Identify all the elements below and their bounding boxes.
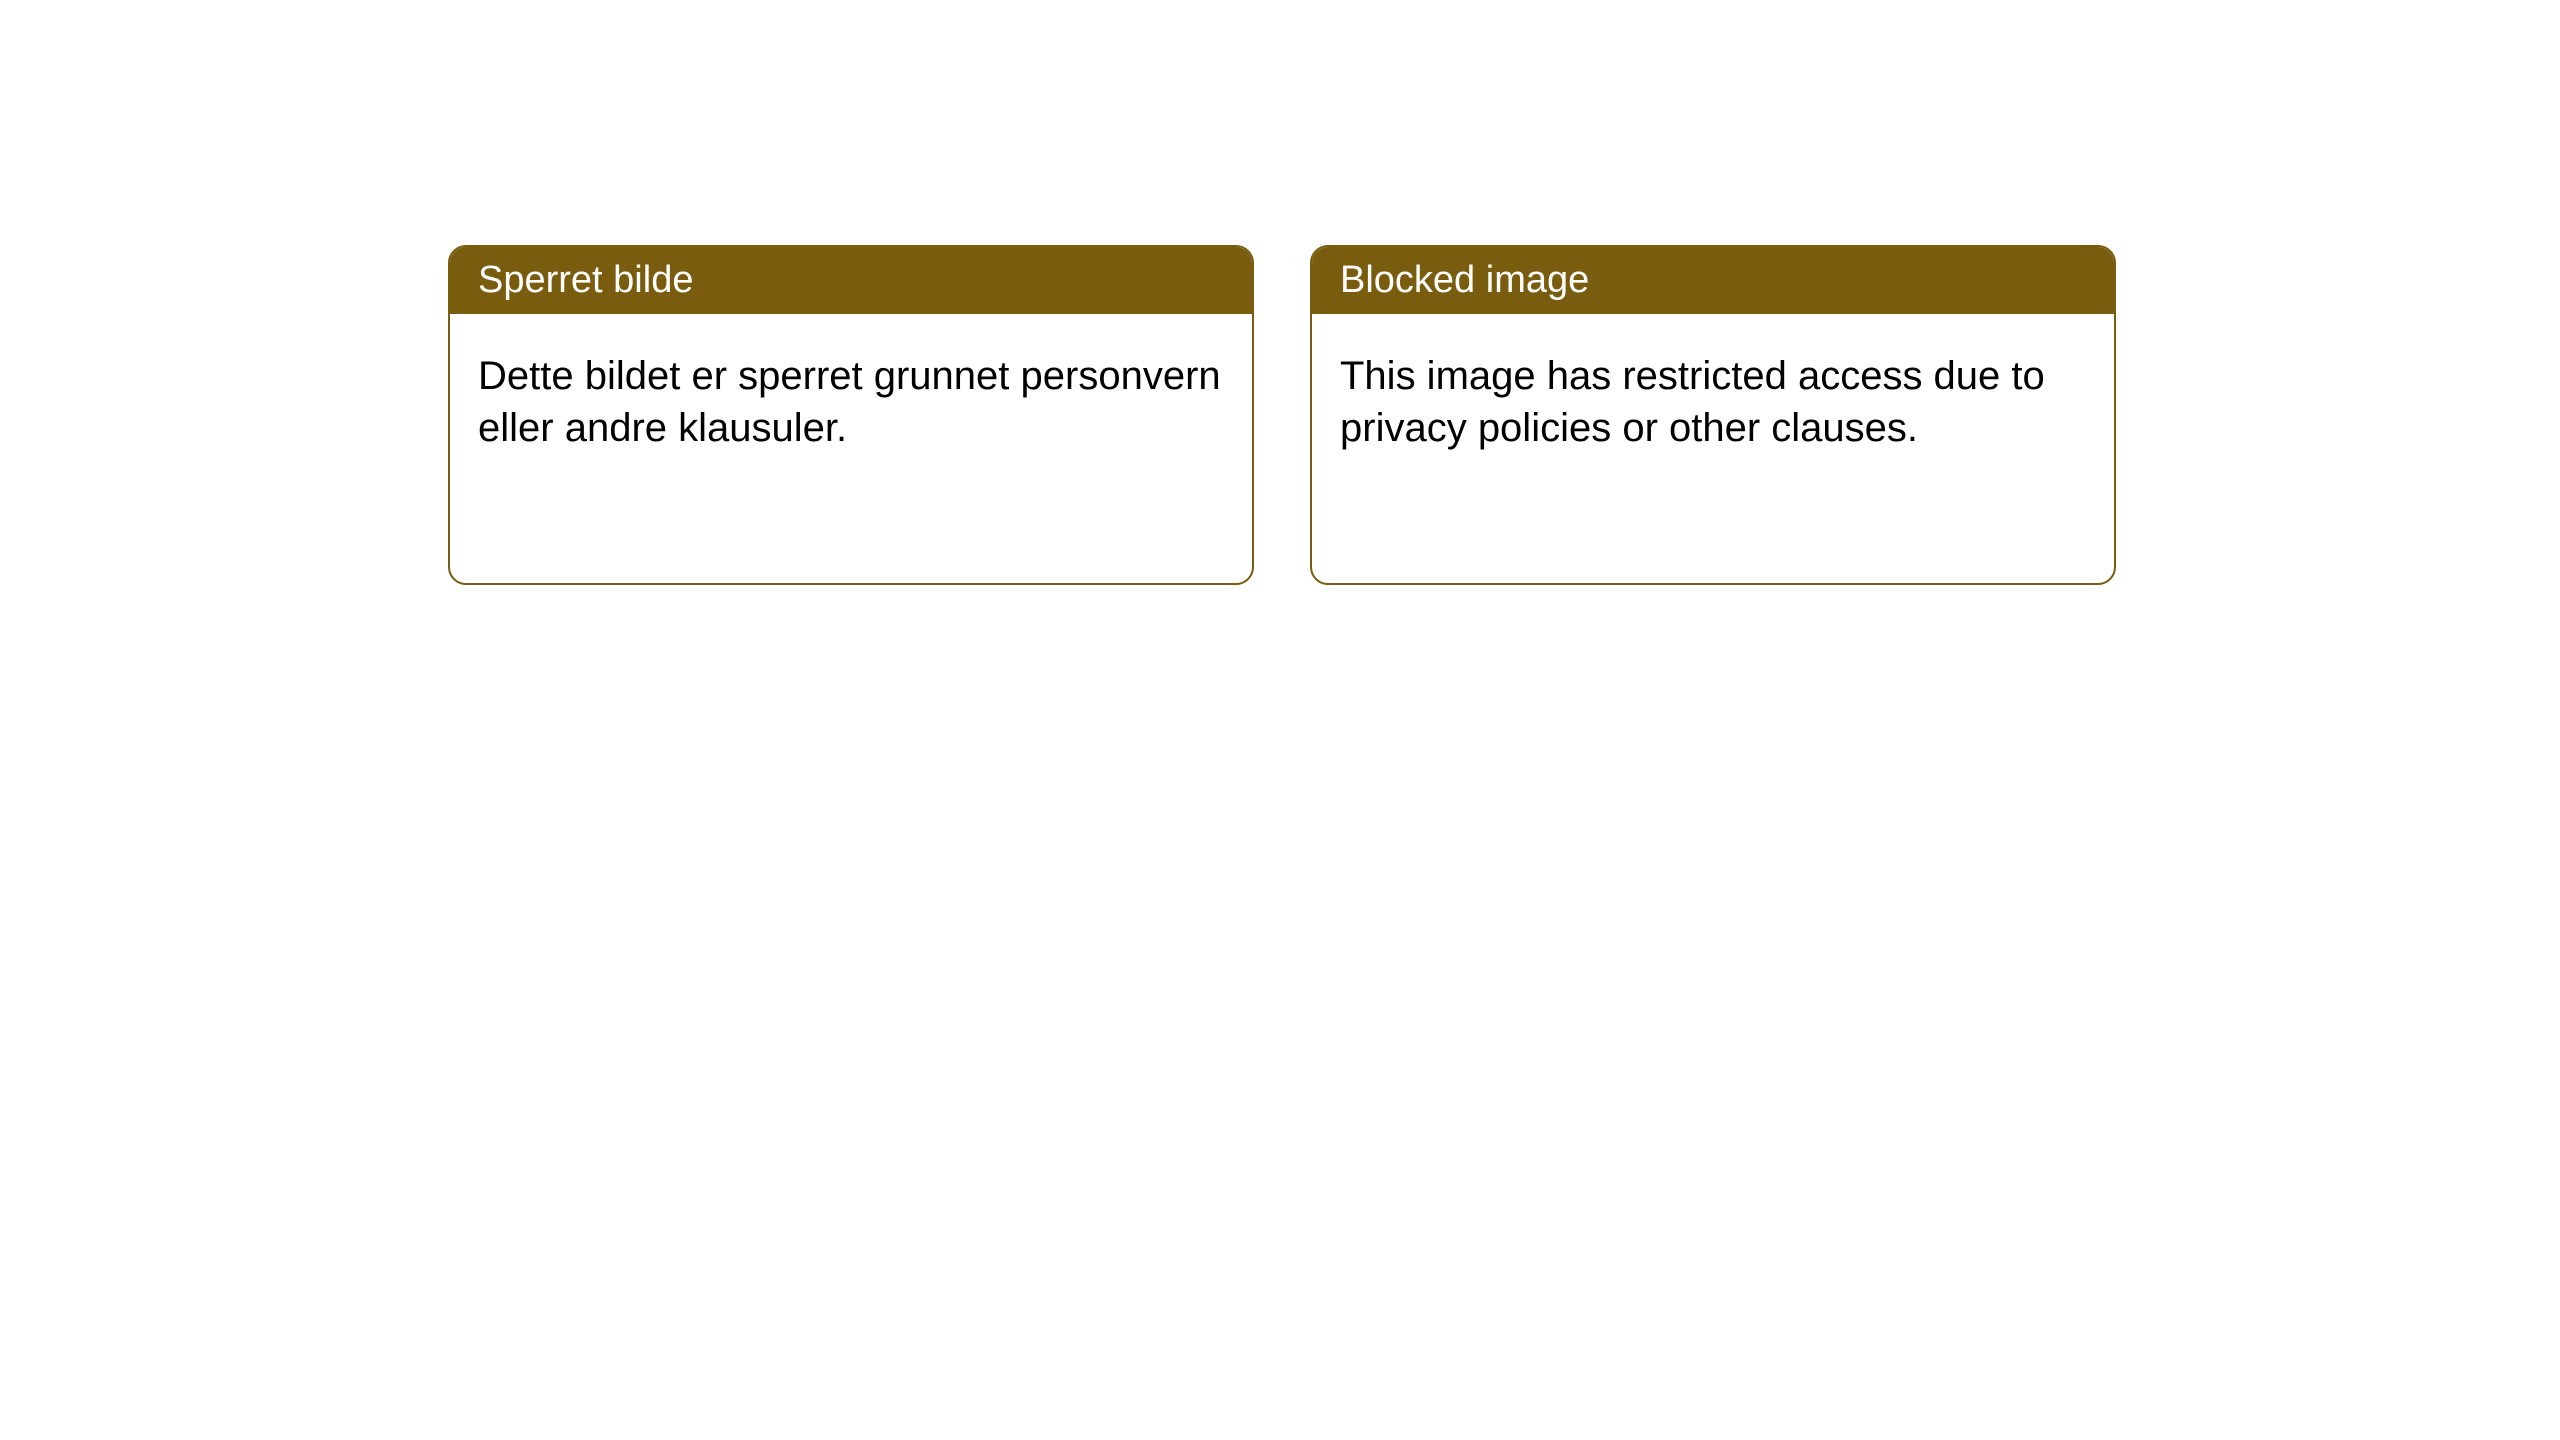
card-header-title: Sperret bilde — [450, 247, 1252, 314]
card-header-title: Blocked image — [1312, 247, 2114, 314]
notice-card-norwegian: Sperret bilde Dette bildet er sperret gr… — [448, 245, 1254, 585]
notice-card-english: Blocked image This image has restricted … — [1310, 245, 2116, 585]
card-body-message: Dette bildet er sperret grunnet personve… — [450, 314, 1252, 490]
card-body-message: This image has restricted access due to … — [1312, 314, 2114, 490]
notice-cards-container: Sperret bilde Dette bildet er sperret gr… — [0, 0, 2560, 585]
